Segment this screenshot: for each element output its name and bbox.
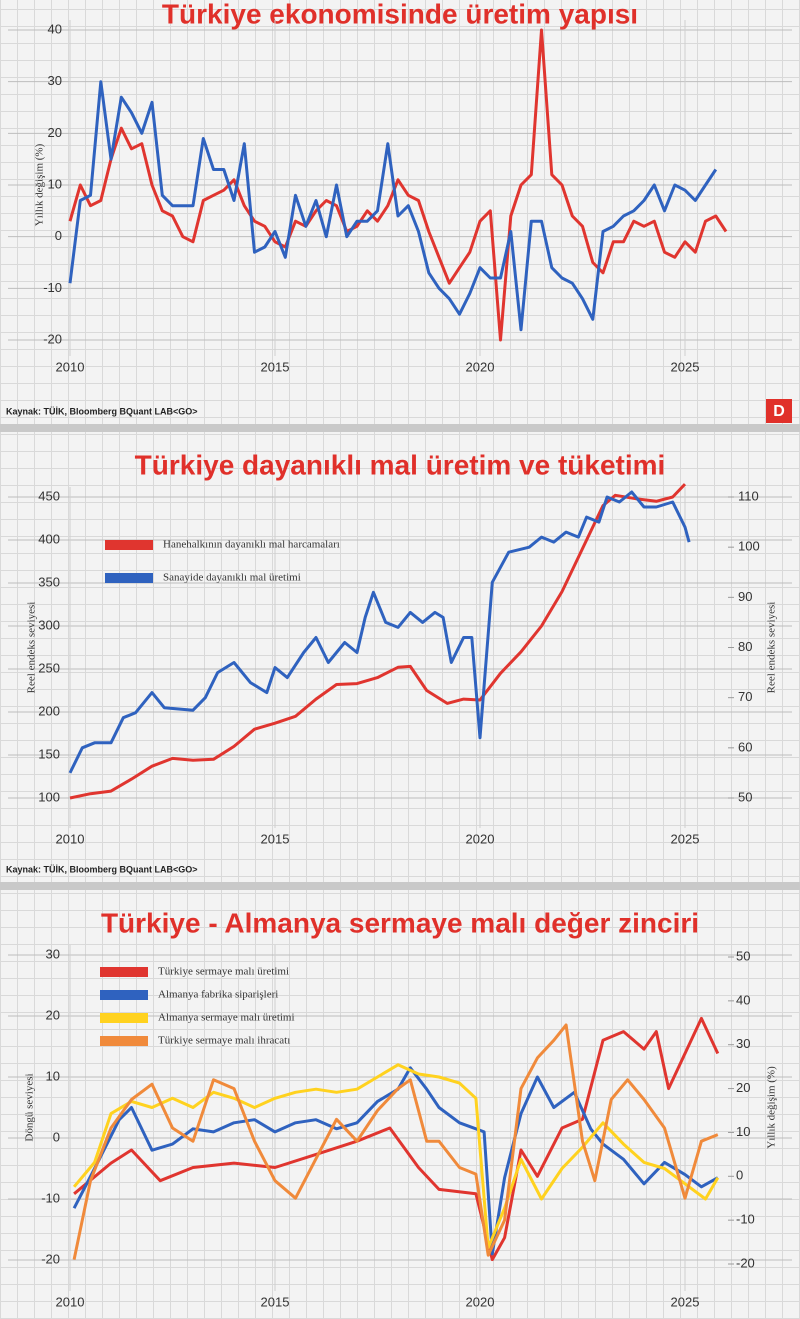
y-tick-label: 20 — [48, 125, 62, 140]
x-tick-label: 2020 — [466, 1294, 495, 1309]
y2-tick-label: 110 — [738, 488, 759, 503]
y2-axis-label: Reel endeks seviyesi — [766, 602, 778, 694]
y-tick-label: 400 — [38, 531, 60, 546]
y2-tick-label: 10 — [736, 1124, 750, 1139]
x-tick-label: 2025 — [671, 359, 700, 374]
series-line — [73, 1016, 720, 1262]
y-tick-label: 10 — [48, 176, 62, 191]
chart-title: Türkiye ekonomisinde üretim yapısı — [162, 0, 638, 29]
chart-title: Türkiye - Almanya sermaye malı değer zin… — [101, 907, 699, 938]
y-tick-label: 150 — [38, 746, 60, 761]
x-tick-label: 2025 — [671, 1294, 700, 1309]
logo-box — [766, 399, 792, 423]
y-axis-label: Döngü seviyesi — [24, 1073, 36, 1141]
legend-label: Türkiye sermaye malı üretimi — [158, 966, 289, 978]
y2-tick-label: 40 — [736, 992, 750, 1007]
legend-swatch — [105, 540, 153, 550]
y-tick-label: 250 — [38, 660, 60, 675]
y-tick-label: 40 — [48, 21, 62, 36]
y2-tick-label: 0 — [736, 1168, 743, 1183]
x-tick-label: 2015 — [261, 831, 290, 846]
y-tick-label: 200 — [38, 703, 60, 718]
y-tick-label: 20 — [46, 1007, 60, 1022]
x-tick-label: 2015 — [261, 1294, 290, 1309]
series-line — [72, 1063, 720, 1250]
y-tick-label: 350 — [38, 574, 60, 589]
series-line — [72, 1066, 719, 1256]
legend-swatch — [105, 573, 153, 583]
series-line — [68, 490, 691, 774]
y2-tick-label: -20 — [736, 1255, 755, 1270]
y-tick-label: -10 — [41, 1190, 60, 1205]
series-line — [68, 80, 718, 332]
y2-tick-label: 60 — [738, 739, 752, 754]
y-tick-label: 300 — [38, 617, 60, 632]
source: Kaynak: TÜİK, Bloomberg BQuant LAB<GO> — [6, 406, 198, 416]
legend-label: Türkiye sermaye malı ihracatı — [158, 1035, 290, 1047]
legend-label: Hanehalkının dayanıklı mal harcamaları — [163, 539, 340, 551]
x-tick-label: 2010 — [56, 831, 85, 846]
series-line — [69, 483, 687, 800]
y2-tick-label: -10 — [736, 1212, 755, 1227]
y2-tick-label: 70 — [738, 689, 752, 704]
source: Kaynak: TÜİK, Bloomberg BQuant LAB<GO> — [6, 864, 198, 874]
y-tick-label: 30 — [46, 946, 60, 961]
series-line — [68, 28, 728, 342]
series-line — [72, 1023, 719, 1260]
y2-tick-label: 20 — [736, 1080, 750, 1095]
y2-tick-label: 90 — [738, 589, 752, 604]
y-tick-label: -10 — [43, 280, 62, 295]
y-axis-label: Yıllık değişim (%) — [34, 143, 46, 226]
legend-swatch — [100, 967, 148, 977]
y2-tick-label: 50 — [736, 948, 750, 963]
legend-swatch — [100, 1036, 148, 1046]
y-tick-label: 100 — [38, 789, 60, 804]
y2-axis-label: Yıllık değişim (%) — [766, 1066, 778, 1149]
y2-tick-label: 50 — [738, 789, 752, 804]
y2-tick-label: 30 — [736, 1036, 750, 1051]
x-tick-label: 2010 — [56, 1294, 85, 1309]
y-tick-label: 450 — [38, 488, 60, 503]
legend-label: Sanayide dayanıklı mal üretimi — [163, 572, 301, 584]
legend-label: Almanya sermaye malı üretimi — [158, 1012, 295, 1024]
y-tick-label: -20 — [43, 331, 62, 346]
chart-title: Türkiye dayanıklı mal üretim ve tüketimi — [135, 449, 666, 480]
y-tick-label: -20 — [41, 1251, 60, 1266]
divider — [0, 424, 800, 432]
x-tick-label: 2025 — [671, 831, 700, 846]
legend-swatch — [100, 990, 148, 1000]
x-tick-label: 2010 — [56, 359, 85, 374]
logo: D — [773, 403, 785, 420]
divider — [0, 882, 800, 890]
y2-tick-label: 80 — [738, 639, 752, 654]
x-tick-label: 2020 — [466, 359, 495, 374]
x-tick-label: 2015 — [261, 359, 290, 374]
y2-tick-label: 100 — [738, 539, 760, 554]
legend-swatch — [100, 1013, 148, 1023]
y-tick-label: 0 — [55, 228, 62, 243]
y-tick-label: 30 — [48, 73, 62, 88]
x-tick-label: 2020 — [466, 831, 495, 846]
y-axis-label: Reel endeks seviyesi — [26, 602, 38, 694]
y-tick-label: 0 — [53, 1129, 60, 1144]
legend-label: Almanya fabrika siparişleri — [158, 989, 278, 1001]
y-tick-label: 10 — [46, 1068, 60, 1083]
